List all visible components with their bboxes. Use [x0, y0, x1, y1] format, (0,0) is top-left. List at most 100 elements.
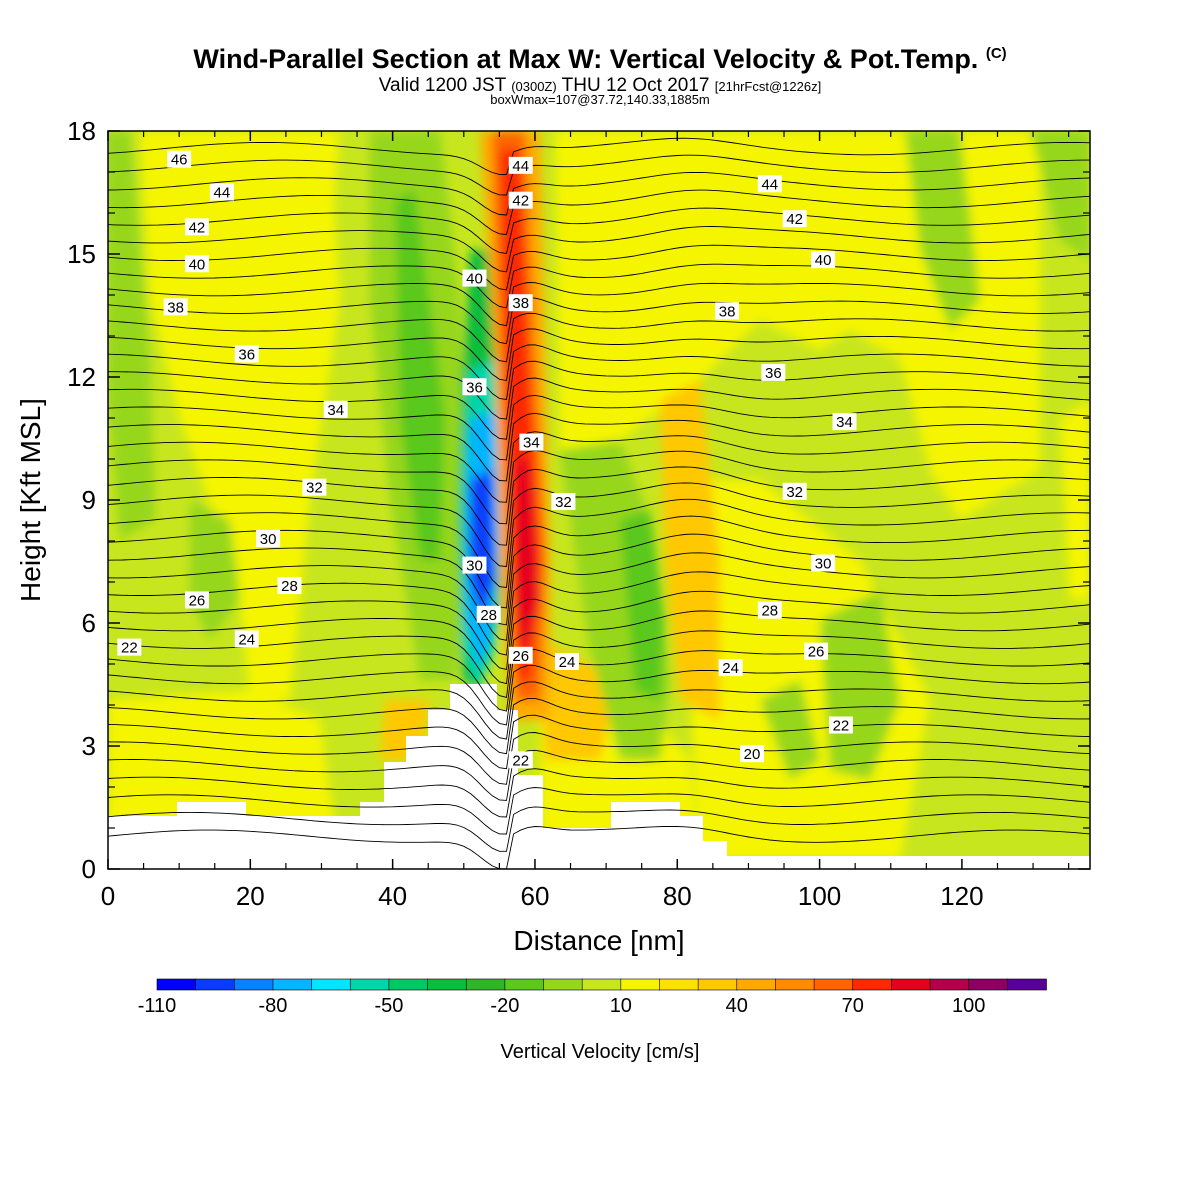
contour-label-box	[508, 191, 533, 209]
contour-label-box	[508, 751, 533, 769]
colorbar-swatch	[504, 978, 545, 991]
y-tick-label: 15	[67, 239, 96, 269]
isentrope-line	[108, 171, 1090, 216]
theta-contour-label: 42	[189, 219, 206, 236]
isentrope-line	[108, 697, 1090, 755]
theta-contour-label: 32	[306, 480, 323, 497]
y-tick-label: 9	[82, 485, 96, 515]
theta-contour-label: 22	[121, 640, 138, 657]
isentrope-line	[108, 297, 1090, 345]
contour-label-box	[554, 652, 579, 670]
isentrope-line	[108, 394, 1090, 461]
theta-contour-label: 36	[238, 346, 255, 363]
colorbar-swatch	[620, 978, 661, 991]
isentrope-line	[108, 312, 1090, 363]
theta-contour-label: 36	[765, 365, 782, 382]
valid-date: THU 12 Oct 2017	[561, 75, 710, 96]
x-tick-label: 100	[798, 881, 841, 911]
x-tick-label: 40	[378, 881, 407, 911]
y-tick-label: 12	[67, 362, 96, 392]
valid-time: Valid 1200 JST (0300Z) THU 12 Oct 2017 […	[0, 75, 1200, 97]
isentrope-line	[108, 282, 1090, 327]
descent-core-1	[395, 190, 445, 560]
theta-contour-label: 28	[480, 607, 497, 624]
contour-label-box	[757, 601, 782, 619]
x-tick-label: 80	[663, 881, 692, 911]
forecast-info: [21hrFcst@1226z]	[714, 79, 822, 94]
isentrope-line	[108, 360, 1090, 420]
isentrope-line	[108, 571, 1090, 656]
isentrope-line	[108, 714, 1090, 770]
y-tick-label: 3	[82, 731, 96, 761]
theta-contour-label: 34	[523, 435, 540, 452]
contour-label-box	[277, 577, 302, 595]
contour-label-box	[184, 255, 209, 273]
contour-label-box	[761, 363, 786, 381]
theta-contour-label: 34	[327, 402, 344, 419]
isentrope-line	[108, 552, 1090, 641]
colorbar-swatch	[852, 978, 893, 991]
contour-label-box	[811, 554, 836, 572]
colorbar-swatch	[272, 978, 313, 991]
colorbar-swatch	[543, 978, 583, 991]
colorbar-tick-label: -20	[490, 995, 519, 1017]
isentrope-line	[108, 263, 1090, 309]
theta-contour-label: 32	[786, 484, 803, 501]
theta-contour-label: 20	[744, 746, 761, 763]
contour-label-box	[718, 659, 743, 677]
isentrope-line	[108, 732, 1090, 785]
contour-label-box	[508, 646, 533, 664]
updraft-core	[515, 460, 540, 660]
descent-zone-5	[760, 680, 820, 780]
theta-contour-label: 40	[815, 252, 832, 269]
theta-contour-label: 26	[808, 644, 825, 661]
isentrope-line	[108, 244, 1090, 291]
isentrope-line	[108, 498, 1090, 589]
isentrope-line	[108, 189, 1090, 235]
theta-contour-label: 30	[815, 556, 832, 573]
isentrope-line	[108, 787, 1090, 835]
isentrope-line	[108, 431, 1090, 503]
isentrope-line	[108, 610, 1090, 685]
theta-contour-label: 36	[466, 379, 483, 396]
isentrope-line	[108, 806, 1090, 852]
ascent-zone-7	[1060, 400, 1090, 600]
isentrope-line	[108, 449, 1090, 525]
theta-contour-label: 44	[761, 176, 778, 193]
colorbar-tick-label: -80	[259, 995, 288, 1017]
colorbar-swatch	[156, 978, 197, 991]
contour-label-box	[508, 156, 533, 174]
contour-label-box	[551, 493, 576, 511]
theta-contour-label: 30	[466, 558, 483, 575]
isentrope-line	[108, 648, 1090, 712]
descent-core-2	[620, 510, 665, 700]
contour-label-box	[323, 400, 348, 418]
isentrope-line	[108, 533, 1090, 626]
x-tick-label: 60	[520, 881, 549, 911]
isentrope-line	[108, 466, 1090, 546]
contour-label-box	[234, 630, 259, 648]
contour-label-box	[462, 556, 487, 574]
colorbar-swatch	[427, 978, 468, 991]
colorbar-swatch	[813, 978, 854, 991]
colorbar-tick-label: 70	[842, 995, 864, 1017]
colorbar-tick-label: -110	[138, 995, 177, 1017]
theta-contour-label: 28	[281, 578, 298, 595]
theta-contour-label: 24	[238, 631, 255, 648]
colorbar-swatch	[736, 978, 777, 991]
ascent-core-1	[660, 380, 720, 720]
contour-label-box	[462, 378, 487, 396]
y-axis-label: Height [Kft MSL]	[15, 398, 46, 602]
theta-contour-label: 38	[512, 295, 529, 312]
isentrope-line	[108, 768, 1090, 818]
contour-label-box	[163, 298, 188, 316]
theta-contour-label: 24	[722, 660, 739, 677]
contour-label-box	[757, 175, 782, 193]
isentrope-line	[108, 344, 1090, 401]
contour-label-box	[117, 638, 142, 656]
isentrope-line	[108, 328, 1090, 381]
theta-contour-label: 22	[512, 752, 529, 769]
colorbar-swatch	[1007, 978, 1047, 991]
isentrope-line	[108, 377, 1090, 440]
isentrope-line	[108, 137, 1090, 175]
